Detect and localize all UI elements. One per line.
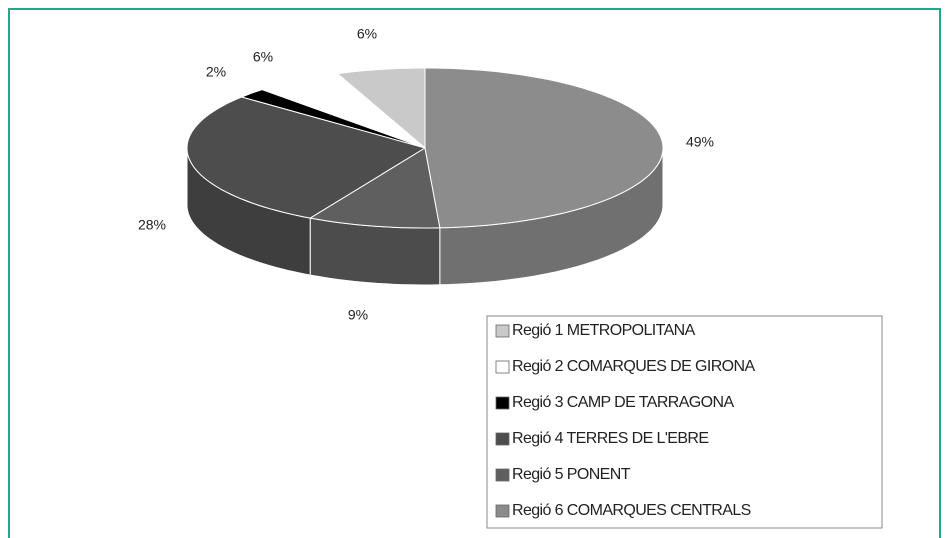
legend-label: Regió 1 METROPOLITANA bbox=[512, 322, 696, 339]
legend-label: Regió 3 CAMP DE TARRAGONA bbox=[512, 394, 734, 411]
legend-swatch bbox=[495, 360, 510, 374]
legend-label: Regió 4 TERRES DE L'EBRE bbox=[512, 430, 708, 447]
legend-swatch bbox=[495, 396, 510, 410]
frame bbox=[8, 8, 941, 538]
legend-swatch bbox=[495, 504, 510, 518]
data-label: 49% bbox=[686, 134, 714, 150]
pie-slice bbox=[186, 96, 427, 219]
data-label: 2% bbox=[206, 64, 226, 80]
pie-slice bbox=[260, 73, 426, 149]
legend-label: Regió 6 COMARQUES CENTRALS bbox=[512, 502, 751, 519]
data-label: 28% bbox=[138, 217, 166, 233]
data-label: 6% bbox=[357, 26, 377, 42]
pie-slice bbox=[424, 67, 664, 229]
pie-slice bbox=[308, 147, 441, 229]
legend-swatch bbox=[495, 468, 510, 482]
data-label: 6% bbox=[253, 49, 273, 65]
pie-slice bbox=[336, 67, 426, 150]
legend-swatch bbox=[495, 432, 510, 446]
legend-swatch bbox=[495, 324, 510, 338]
legend-label: Regió 2 COMARQUES DE GIRONA bbox=[512, 358, 755, 375]
legend-label: Regió 5 PONENT bbox=[512, 466, 631, 483]
data-label: 9% bbox=[348, 307, 368, 323]
legend-box bbox=[486, 315, 883, 529]
